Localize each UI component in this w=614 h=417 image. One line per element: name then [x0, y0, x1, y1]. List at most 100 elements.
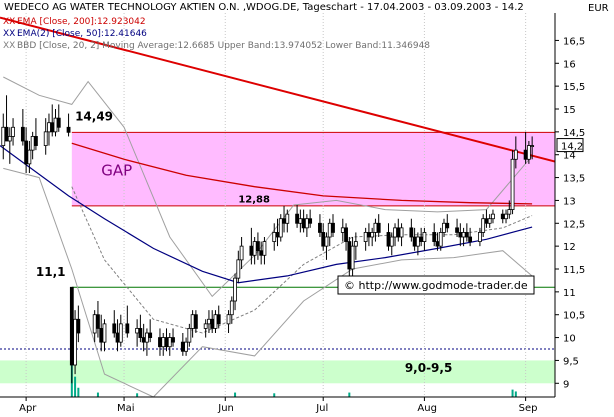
x-tick-label: Jun [217, 403, 234, 414]
candle-body [7, 136, 12, 142]
x-tick-label: Sep [519, 403, 538, 414]
candle-body [164, 337, 169, 348]
candle-body [504, 213, 508, 220]
gap-zone [71, 132, 555, 206]
candle-body [96, 314, 100, 329]
candle-body [389, 236, 394, 247]
candle-body [112, 323, 117, 334]
candle-body [187, 328, 192, 343]
x-tick-label: Aug [417, 403, 437, 414]
x-tick-label: Mai [117, 403, 135, 414]
candle-body [513, 149, 518, 160]
legend-layer: WEDECO AG WATER TECHNOLOGY AKTIEN O.N. ,… [3, 2, 609, 51]
volume-bar [511, 389, 514, 397]
candle-body [308, 218, 313, 224]
annotation-label: 14,49 [75, 109, 113, 123]
indicator-lines-layer [0, 16, 556, 284]
candle-body [30, 136, 35, 151]
candle-body [301, 218, 306, 229]
y-tick-label: 11,5 [563, 265, 585, 276]
watermark-text: © http://www.godmode-trader.de [344, 279, 528, 292]
volume-bar [74, 376, 77, 397]
candle-body [487, 218, 492, 224]
watermark-box [337, 275, 535, 295]
candle-body [370, 232, 375, 238]
candle-body [167, 337, 172, 348]
annotation-label: 11,1 [36, 265, 66, 279]
candle-body [148, 332, 153, 338]
candle-body [145, 332, 149, 343]
candle-body [27, 149, 32, 165]
y-tick-label: 16 [563, 59, 576, 70]
last-price-tag [556, 138, 584, 153]
legend-label: EMA(2) [Close, 50]:12.41646 [17, 29, 147, 39]
zones-layer [0, 131, 555, 384]
candle-body [20, 126, 25, 142]
candle-body [298, 218, 303, 224]
annotation-label: 12,88 [238, 195, 270, 206]
bollinger-upper-band [3, 76, 533, 298]
candle-body [340, 227, 345, 233]
annotation-label: GAP [101, 161, 132, 179]
candle-body [180, 341, 185, 352]
candle-body [69, 286, 74, 366]
candle-body [92, 314, 97, 334]
candle-body [161, 337, 166, 348]
resistance-trendline [0, 16, 556, 163]
annotation-label: 9,0-9,5 [405, 361, 453, 375]
candle-body [262, 241, 267, 256]
candle-body [324, 236, 329, 247]
candle-body [331, 222, 335, 233]
candle-body [193, 314, 198, 329]
candle-body [435, 241, 440, 247]
legend-label: EMA [Close, 200]:12.923042 [17, 17, 146, 27]
candle-body [422, 232, 427, 242]
y-tick-label: 9 [563, 379, 569, 390]
candle-body [500, 213, 505, 220]
y-tick-label: 10,5 [563, 311, 585, 322]
candle-body [409, 227, 414, 238]
candle-body [526, 145, 531, 160]
candle-body [203, 323, 208, 329]
candle-body [56, 117, 61, 128]
candle-body [47, 122, 51, 133]
candle-body [350, 245, 355, 270]
y-tick-label: 12 [563, 242, 576, 253]
volume-bar [77, 387, 80, 397]
candle-body [399, 227, 404, 238]
candle-body [304, 218, 309, 229]
y-tick-label: 14,5 [563, 128, 585, 139]
candle-body [259, 250, 264, 256]
candle-body [464, 232, 469, 238]
candles-layer [1, 95, 535, 384]
candle-body [226, 314, 231, 325]
currency-label: EUR [588, 3, 609, 14]
candle-body [461, 232, 466, 238]
y-tick-label: 13,5 [563, 174, 585, 185]
candle-body [184, 341, 188, 352]
axes-layer: 9 9,5 10 10,5 11 11,5 12 12,5 13 13,5 14 14,5 15 15,5… [0, 13, 585, 414]
candle-body [458, 232, 463, 238]
candle-body [353, 241, 358, 247]
candle-body [239, 245, 244, 261]
candle-body [76, 318, 81, 334]
legend-marker: XX [3, 17, 15, 27]
candle-body [135, 328, 140, 334]
candle-body [256, 241, 260, 252]
candle-body [373, 222, 378, 233]
candle-body [34, 136, 38, 146]
candle-body [344, 227, 348, 242]
candle-body [207, 318, 211, 325]
candle-body [171, 337, 175, 343]
chart-title: WEDECO AG WATER TECHNOLOGY AKTIEN O.N. ,… [4, 2, 524, 13]
candle-body [367, 232, 371, 238]
ema200-line [71, 142, 533, 205]
candle-body [233, 277, 237, 302]
candle-body [252, 241, 257, 256]
candle-body [363, 232, 368, 242]
candle-body [138, 328, 143, 338]
candle-body [432, 232, 437, 242]
volume-bar [96, 392, 99, 397]
candle-body [99, 328, 104, 343]
